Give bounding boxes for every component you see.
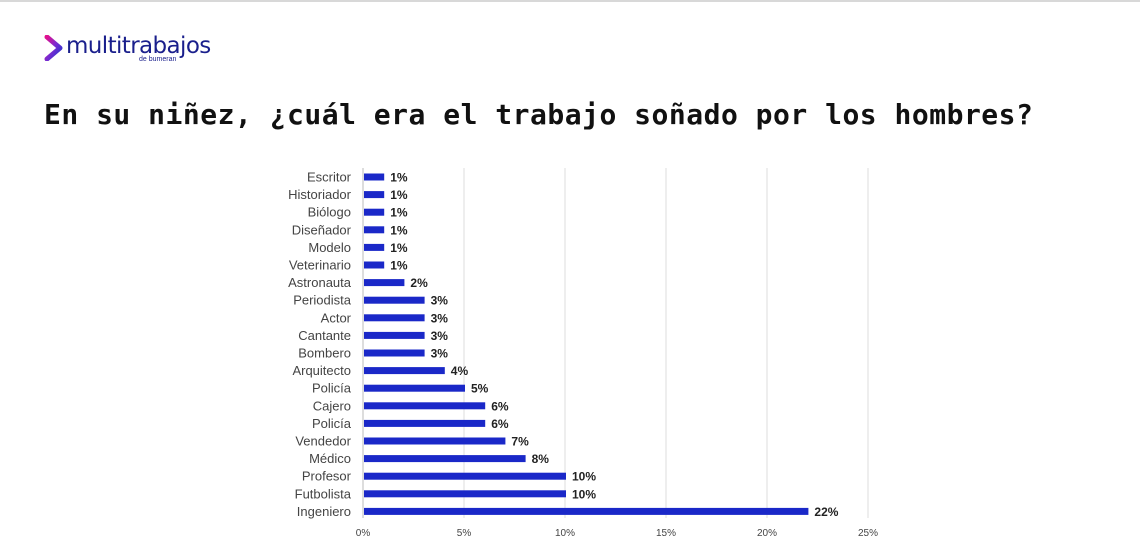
x-tick-label: 10% [555,528,575,539]
bar [364,490,566,498]
x-tick-label: 15% [656,528,676,539]
bar [364,208,385,216]
value-label: 10% [572,470,596,484]
category-label: Profesor [302,469,352,484]
bar [364,349,425,357]
value-label: 3% [431,329,449,343]
value-label: 1% [390,188,408,202]
x-tick-label: 0% [356,528,371,539]
bar [364,243,385,251]
value-label: 1% [390,223,408,237]
bar [364,261,385,269]
category-label: Vendedor [295,434,351,449]
bar [364,437,506,445]
value-label: 3% [431,347,449,361]
bar [364,402,486,410]
value-label: 8% [532,452,550,466]
bar [364,367,445,375]
category-label: Ingeniero [297,504,351,519]
category-label: Bombero [298,346,351,361]
x-tick-label: 20% [757,528,777,539]
category-label: Policía [312,381,352,396]
value-label: 2% [410,276,428,290]
bar [364,226,385,234]
value-label: 6% [491,399,509,413]
category-label: Arquitecto [292,363,351,378]
category-label: Cajero [313,398,351,413]
bar [364,507,809,515]
brand-logo[interactable]: multitrabajos de bumeran [44,33,244,73]
value-label: 1% [390,206,408,220]
bar [364,296,425,304]
category-label: Futbolista [295,486,352,501]
category-label: Escritor [307,170,352,185]
bar [364,173,385,181]
bar [364,384,465,392]
bar [364,331,425,339]
category-label: Historiador [288,187,352,202]
category-label: Cantante [298,328,351,343]
brand-name: multitrabajos [66,33,211,59]
category-label: Diseñador [292,222,352,237]
top-divider [0,0,1140,2]
category-label: Periodista [293,293,352,308]
page-title: En su niñez, ¿cuál era el trabajo soñado… [44,98,1034,131]
x-tick-label: 5% [457,528,472,539]
brand-chevron-icon [44,35,63,61]
category-label: Médico [309,451,351,466]
bar [364,191,385,199]
category-label: Actor [321,310,352,325]
value-label: 10% [572,487,596,501]
category-label: Biólogo [308,205,351,220]
category-label: Modelo [308,240,351,255]
x-tick-label: 25% [858,528,878,539]
category-label: Policía [312,416,352,431]
value-label: 7% [511,435,529,449]
value-label: 4% [451,364,469,378]
bar [364,419,486,427]
bar [364,279,405,287]
value-label: 3% [431,294,449,308]
category-label: Astronauta [288,275,352,290]
value-label: 1% [390,241,408,255]
brand-subtitle: de bumeran [139,56,177,63]
value-label: 1% [390,259,408,273]
value-label: 22% [814,505,838,519]
value-label: 1% [390,171,408,185]
category-label: Veterinario [289,258,351,273]
bar [364,314,425,322]
bar [364,455,526,463]
value-label: 5% [471,382,489,396]
value-label: 6% [491,417,509,431]
bar [364,472,566,480]
value-label: 3% [431,311,449,325]
